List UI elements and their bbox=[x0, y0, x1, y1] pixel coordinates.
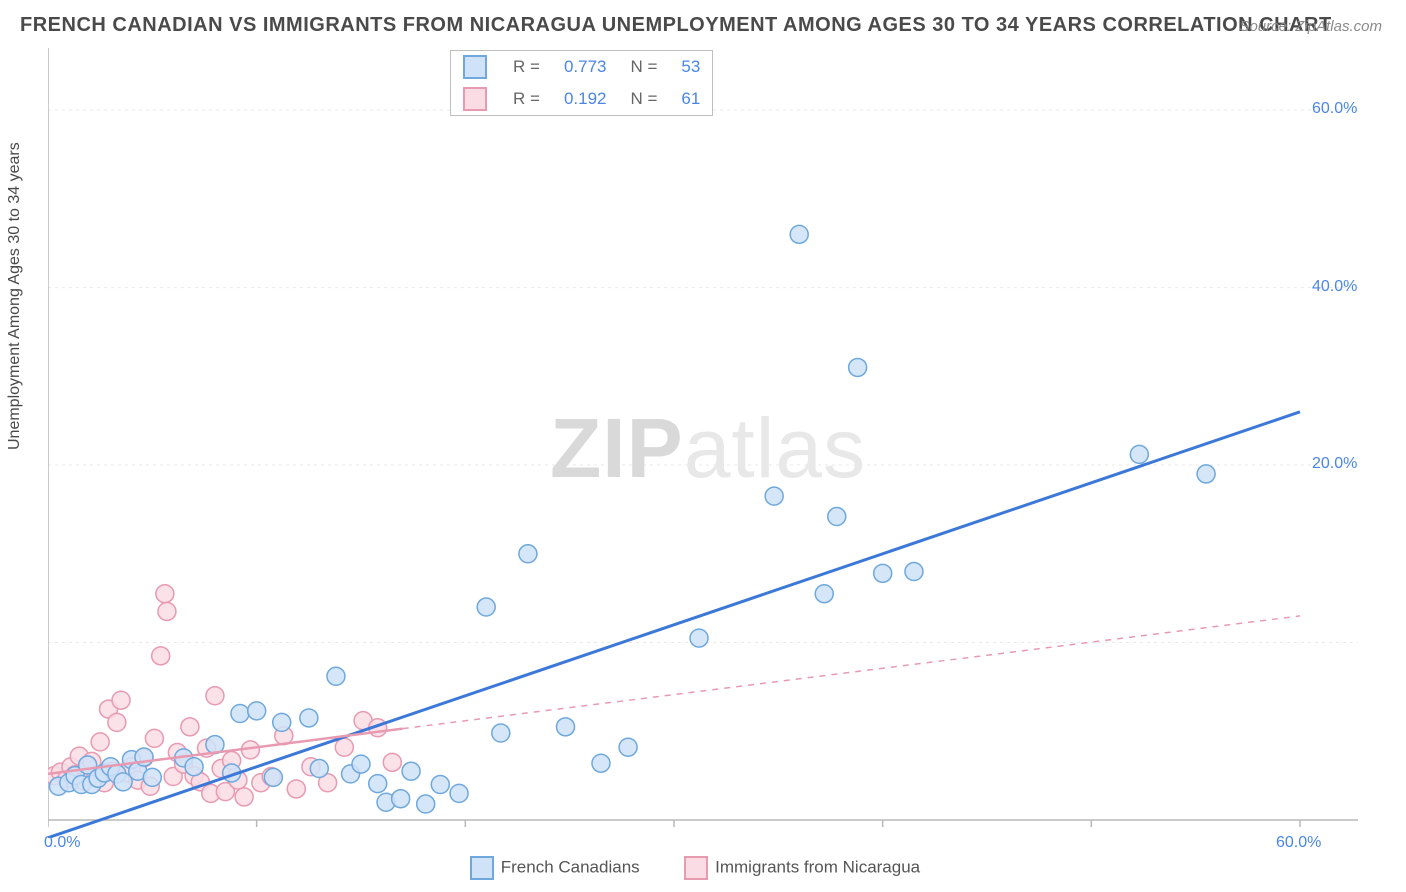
series-legend: French Canadians Immigrants from Nicarag… bbox=[470, 856, 960, 880]
r-label-2: R = bbox=[501, 83, 552, 115]
r-label-1: R = bbox=[501, 51, 552, 83]
chart-title: FRENCH CANADIAN VS IMMIGRANTS FROM NICAR… bbox=[20, 14, 1332, 37]
legend-row-series-2: R = 0.192 N = 61 bbox=[451, 83, 712, 115]
x-tick-label: 60.0% bbox=[1276, 834, 1321, 852]
plot-area bbox=[48, 48, 1358, 838]
swatch-bottom-2 bbox=[684, 856, 708, 880]
n-label-1: N = bbox=[618, 51, 669, 83]
series-name-1: French Canadians bbox=[501, 857, 640, 876]
legend-row-series-1: R = 0.773 N = 53 bbox=[451, 51, 712, 83]
r-value-1: 0.773 bbox=[552, 51, 619, 83]
n-value-1: 53 bbox=[669, 51, 712, 83]
legend-item-1: French Canadians bbox=[470, 856, 640, 880]
x-tick-label: 0.0% bbox=[44, 834, 80, 852]
r-value-2: 0.192 bbox=[552, 83, 619, 115]
y-tick-label: 40.0% bbox=[1312, 278, 1357, 296]
swatch-bottom-1 bbox=[470, 856, 494, 880]
chart-svg bbox=[48, 48, 1358, 838]
y-tick-label: 60.0% bbox=[1312, 100, 1357, 118]
correlation-legend: R = 0.773 N = 53 R = 0.192 N = 61 bbox=[450, 50, 713, 116]
n-label-2: N = bbox=[618, 83, 669, 115]
legend-item-2: Immigrants from Nicaragua bbox=[684, 856, 920, 880]
source-attribution: Source: ZipAtlas.com bbox=[1239, 18, 1382, 35]
series-name-2: Immigrants from Nicaragua bbox=[715, 857, 920, 876]
y-tick-label: 20.0% bbox=[1312, 455, 1357, 473]
n-value-2: 61 bbox=[669, 83, 712, 115]
y-axis-label: Unemployment Among Ages 30 to 34 years bbox=[6, 142, 24, 450]
swatch-series-2 bbox=[463, 87, 487, 111]
swatch-series-1 bbox=[463, 55, 487, 79]
